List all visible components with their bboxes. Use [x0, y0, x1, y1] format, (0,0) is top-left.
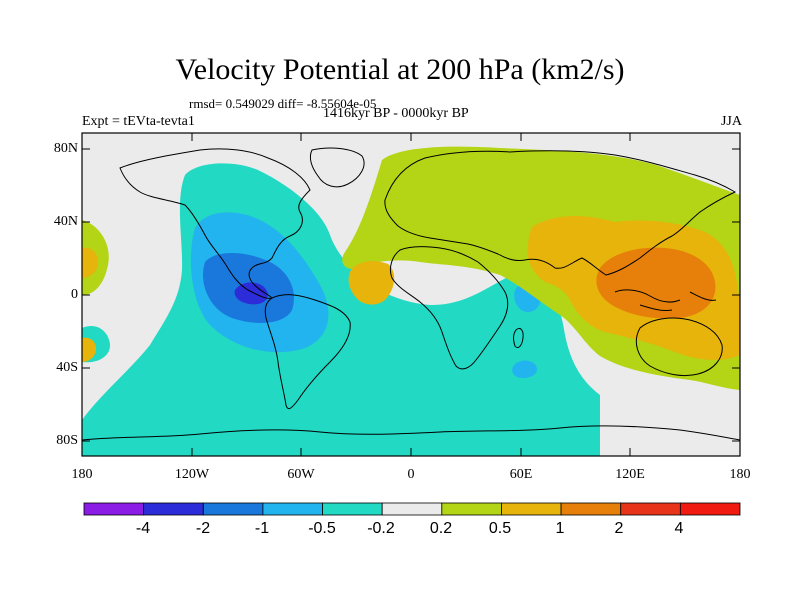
colorbar-box	[143, 502, 204, 516]
plot-title: Velocity Potential at 200 hPa (km2/s)	[175, 53, 625, 86]
lon-label-0: 0	[407, 467, 415, 482]
colorbar-box	[679, 502, 741, 516]
contour-neg-core	[234, 282, 268, 305]
lon-ticks	[191, 133, 631, 456]
lon-label-180e: 180	[729, 467, 751, 482]
coast-eurasia	[384, 150, 737, 276]
colorbar-label: -1	[254, 520, 270, 537]
map-field	[82, 133, 740, 456]
colorbar-box	[441, 502, 502, 516]
colorbar-box	[501, 502, 562, 516]
colorbar-box	[381, 502, 443, 516]
season-label: JJA	[720, 114, 742, 129]
contour-neg-moderate-atlantic	[512, 360, 538, 378]
colorbar-box	[83, 502, 145, 516]
colorbar-box	[202, 502, 264, 516]
colorbar-label: -0.5	[308, 520, 336, 537]
lat-label-80s: 80S	[56, 433, 78, 448]
coast-north-america	[119, 148, 311, 299]
colorbar-label: 0.2	[429, 520, 453, 537]
coast-africa	[389, 246, 509, 370]
lat-label-40n: 40N	[53, 214, 78, 229]
contour-pos-moderate-africa	[348, 261, 395, 305]
contour-pos-moderate-westpac	[82, 247, 98, 278]
colorbar-label: -4	[135, 520, 151, 537]
coast-antarctica	[82, 425, 740, 441]
lat-label-0: 0	[71, 287, 78, 302]
lat-ticks	[82, 148, 740, 442]
lon-label-180w: 180	[71, 467, 93, 482]
colorbar-label: 1	[555, 520, 565, 537]
colorbar-box	[620, 502, 681, 516]
colorbar-box	[322, 502, 383, 516]
lat-label-80n: 80N	[53, 141, 78, 156]
coast-madagascar	[513, 327, 524, 349]
colorbar-label: -2	[195, 520, 211, 537]
colorbar-box	[560, 502, 622, 516]
period-label: 1416kyr BP - 0000kyr BP	[323, 106, 469, 121]
colorbar-label: 0.5	[488, 520, 512, 537]
contour-pos-strong	[596, 247, 716, 319]
colorbar-box	[262, 502, 323, 516]
experiment-label: Expt = tEVta-tevta1	[82, 114, 195, 129]
lon-label-120e: 120E	[615, 467, 645, 482]
coast-maritime	[614, 289, 717, 311]
colorbar-label: 2	[614, 520, 624, 537]
colorbar-label: -0.2	[367, 520, 395, 537]
coast-australia	[635, 317, 723, 377]
colorbar-label: 4	[674, 520, 684, 537]
lat-label-40s: 40S	[56, 360, 78, 375]
stats-text: rmsd= 0.549029 diff= -8.55604e-05	[189, 96, 377, 111]
coastlines	[82, 147, 740, 441]
coast-south-america	[264, 294, 351, 410]
lon-label-60w: 60W	[287, 467, 315, 482]
colorbar	[83, 502, 741, 516]
lon-label-120w: 120W	[174, 467, 210, 482]
contour-pos-moderate-southpac	[82, 337, 97, 362]
lon-label-60e: 60E	[509, 467, 533, 482]
coast-greenland	[309, 147, 365, 188]
